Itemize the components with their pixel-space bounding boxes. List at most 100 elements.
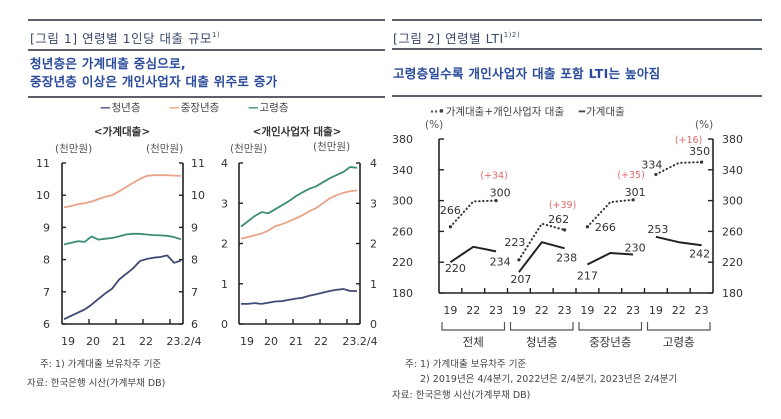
chart3-change-annotation: (+16)	[675, 135, 702, 146]
legend-item-middle: —중장년층	[169, 102, 219, 114]
chart2-ytick-label-left: 0	[221, 318, 228, 331]
chart2-unit-left: (천만원)	[230, 143, 268, 155]
fig1-subtitle-line-2: 중장년층 이상은 개인사업자 대출 위주로 증가	[30, 74, 278, 89]
chart3-group-label: 중장년층	[589, 335, 631, 349]
chart1-ytick-label-right: 9	[191, 221, 198, 234]
chart3-ytick-label-left: 300	[392, 195, 413, 208]
legend-swatch-middle: —	[169, 102, 180, 114]
legend-item-young: —청년층	[100, 102, 140, 114]
chart3-xtick-label: 22	[603, 304, 617, 317]
chart2-xtick-label: 23.2/4	[342, 335, 377, 348]
chart3-dotted-line	[449, 199, 498, 228]
chart1-series-line	[63, 254, 182, 321]
chart1-xtick-label: 20	[86, 335, 100, 348]
chart2-ytick-label-right: 1	[370, 278, 377, 291]
chart3-value-label: 234	[490, 255, 511, 268]
chart3-point	[517, 258, 521, 262]
chart2-ytick-label-right: 2	[370, 238, 377, 251]
fig1-title: [그림 1] 연령별 1인당 대출 규모1)	[30, 28, 220, 47]
fig2-title-footnote: 1)2)	[503, 31, 521, 39]
fig2-title: [그림 2] 연령별 LTI1)2)	[393, 28, 520, 47]
legend-label: 가계대출+개인사업자 대출	[445, 106, 565, 118]
chart1-xtick-label: 19	[61, 335, 75, 348]
chart2-xtick-label: 20	[264, 335, 278, 348]
chart2-ytick-label-right: 0	[370, 318, 377, 331]
legend-item-household-loan: ━가계대출	[579, 106, 625, 118]
chart3-value-label: 350	[689, 145, 710, 158]
chart3-xtick-label: 23	[558, 304, 572, 317]
legend-swatch-young: —	[100, 102, 111, 114]
chart2-ytick-label-left: 1	[221, 278, 228, 291]
fig2-mid-rule	[392, 48, 762, 50]
chart3-xtick-label: 19	[512, 304, 526, 317]
chart1-ytick-label-right: 7	[191, 286, 198, 299]
chart3-solid-line	[449, 245, 497, 264]
chart3-value-label: 207	[510, 273, 531, 286]
chart3-point	[585, 225, 590, 229]
chart3-group-label: 전체	[463, 335, 484, 349]
chart3-value-label: 230	[625, 242, 646, 255]
chart1-series-line	[63, 174, 182, 209]
chart3-ytick-label-right: 260	[722, 225, 743, 238]
fig1-subtitle-line-1: 청년층은 가계대출 중심으로,	[30, 56, 186, 71]
fig1-title-footnote: 1)	[212, 31, 221, 39]
chart2-series-line	[241, 288, 357, 305]
chart3-xtick-label: 19	[649, 304, 663, 317]
legend-swatch-senior: —	[248, 102, 259, 114]
chart3-solid-line	[655, 235, 702, 247]
chart3-xtick-label: 22	[535, 304, 549, 317]
chart3-point	[494, 199, 498, 203]
chart3-point	[562, 228, 567, 232]
chart3-group-label: 청년층	[526, 335, 558, 349]
chart3-xtick-label: 19	[443, 304, 457, 317]
chart3-value-label: 253	[647, 223, 668, 236]
chart1-unit-right: (천만원)	[146, 143, 184, 155]
chart1-ytick-label-left: 6	[43, 318, 50, 331]
chart2-xtick-label: 21	[289, 335, 303, 348]
legend-label: 청년층	[111, 102, 141, 114]
chart1-unit-left: (천만원)	[55, 143, 93, 155]
chart1-ytick-label-left: 9	[43, 221, 50, 234]
fig2-source: 자료: 한국은행 시산(가계부채 DB)	[392, 390, 531, 401]
chart2-series-line	[240, 166, 358, 228]
chart3-xtick-label: 22	[466, 304, 480, 317]
chart3-ytick-label-left: 380	[392, 133, 413, 146]
chart3-group-bracket	[578, 322, 643, 331]
chart3-value-label: 220	[445, 262, 466, 275]
chart3-value-label: 217	[577, 270, 598, 283]
chart1-ytick-label-left: 11	[36, 157, 50, 170]
chart3-ytick-label-right: 180	[722, 287, 743, 300]
chart3-point	[631, 198, 635, 202]
chart3-value-label: 300	[490, 187, 511, 200]
chart3-value-label: 238	[556, 251, 577, 264]
legend-item-senior: —고령층	[248, 102, 288, 114]
legend-label: 고령층	[259, 102, 289, 114]
chart3-solid-line	[586, 252, 634, 266]
fig1-title-text: [그림 1] 연령별 1인당 대출 규모	[30, 31, 213, 46]
fig2-legend: ··•가계대출+개인사업자 대출 ━가계대출	[430, 104, 625, 119]
fig1-subtitle: 청년층은 가계대출 중심으로, 중장년층 이상은 개인사업자 대출 위주로 증가	[30, 55, 277, 91]
fig2-note-2: 2) 2019년은 4/4분기, 2022년은 2/4분기, 2023년은 2/…	[420, 374, 678, 385]
chart2-ytick-label-left: 3	[221, 197, 228, 210]
chart1-ytick-label-left: 8	[43, 254, 50, 267]
chart3-change-annotation: (+34)	[480, 171, 507, 182]
fig2-subtitle: 고령층일수록 개인사업자 대출 포함 LTI는 높아짐	[393, 66, 661, 81]
chart3-value-label: 242	[689, 247, 710, 260]
chart3-point	[654, 172, 658, 177]
chart3-point	[448, 225, 453, 229]
chart3-group-label: 고령층	[663, 335, 695, 349]
chart1-ytick-label-right: 11	[191, 157, 205, 170]
chart3-ytick-label-left: 260	[392, 225, 413, 238]
chart3-value-label: 301	[625, 186, 646, 199]
chart3-ytick-label-left: 340	[392, 164, 413, 177]
chart3-xtick-label: 23	[489, 304, 503, 317]
chart3-point	[699, 160, 704, 164]
chart3-xtick-label: 22	[672, 304, 686, 317]
chart3-ytick-label-left: 220	[392, 256, 413, 269]
chart3-value-label: 334	[641, 158, 662, 171]
legend-label: 중장년층	[180, 102, 220, 114]
chart3-ytick-label-right: 220	[722, 256, 743, 269]
chart3-value-label: 266	[440, 204, 461, 217]
fig2-note-1: 주: 1) 가계대출 보유차주 기준	[405, 359, 527, 370]
